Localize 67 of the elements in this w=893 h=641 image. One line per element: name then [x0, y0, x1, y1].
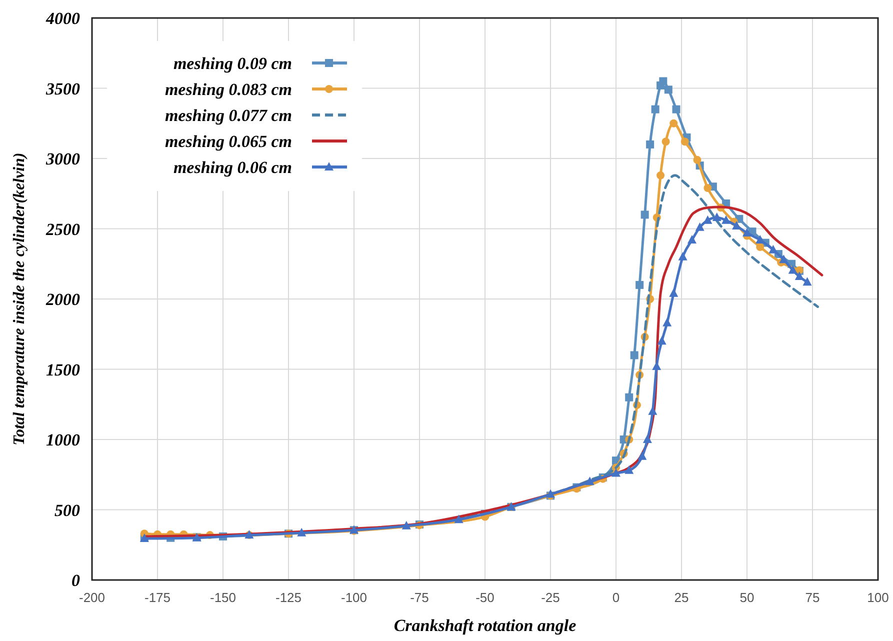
point — [612, 468, 620, 477]
legend-label: meshing 0.077 cm — [164, 106, 292, 125]
point — [651, 105, 660, 114]
x-tick-label: -50 — [476, 590, 494, 605]
x-tick-label: -100 — [340, 590, 368, 605]
point — [672, 105, 680, 114]
point — [662, 318, 672, 326]
x-tick-label: -75 — [410, 590, 429, 605]
point — [680, 138, 689, 146]
point — [297, 528, 306, 536]
point — [638, 451, 647, 460]
x-tick-label: -200 — [78, 590, 106, 605]
x-axis-title: Crankshaft rotation angle — [394, 616, 577, 635]
y-tick-label: 2500 — [45, 220, 80, 239]
point — [779, 254, 788, 264]
legend-label: meshing 0.083 cm — [164, 80, 292, 99]
x-tick-label: -125 — [275, 590, 302, 605]
point — [712, 212, 722, 222]
point — [794, 272, 804, 280]
x-tick-label: 25 — [674, 590, 689, 605]
y-tick-label: 2000 — [45, 290, 80, 309]
point — [659, 77, 668, 86]
legend-label: meshing 0.06 cm — [173, 158, 292, 177]
point — [646, 140, 654, 148]
point — [695, 222, 704, 231]
legend-label: meshing 0.065 cm — [164, 132, 292, 151]
point — [687, 234, 696, 244]
y-axis-title: Total temperature inside the cylinder(kelvin) — [11, 152, 28, 446]
point — [636, 280, 644, 289]
x-tick-label: -25 — [541, 590, 560, 605]
point — [585, 476, 594, 486]
point — [454, 514, 464, 524]
x-tick-label: -150 — [210, 590, 236, 605]
point — [756, 243, 764, 252]
point — [642, 434, 652, 443]
x-tick-label: 50 — [740, 590, 754, 605]
legend-label: meshing 0.09 cm — [173, 54, 292, 73]
point — [788, 265, 798, 274]
point — [742, 228, 752, 236]
point — [624, 465, 634, 474]
y-tick-label: 0 — [72, 571, 80, 590]
y-tick-label: 3000 — [45, 150, 80, 168]
x-tick-label: 75 — [805, 590, 820, 605]
y-tick-label: 4000 — [45, 9, 80, 28]
x-tick-label: 100 — [867, 590, 889, 605]
point — [664, 86, 672, 94]
point — [640, 210, 649, 219]
point — [722, 215, 731, 224]
point — [670, 119, 678, 128]
y-tick-label: 1000 — [46, 430, 80, 450]
x-tick-label: 0 — [612, 590, 620, 605]
point — [678, 252, 688, 260]
point — [669, 288, 678, 297]
point — [693, 156, 702, 164]
point — [704, 184, 712, 192]
point — [656, 171, 665, 180]
point — [657, 336, 666, 345]
point — [630, 351, 638, 360]
point — [402, 520, 411, 530]
y-tick-label: 3500 — [45, 79, 80, 98]
x-tick-label: -175 — [144, 590, 171, 605]
point — [802, 277, 812, 286]
point — [546, 489, 555, 498]
point — [662, 138, 670, 146]
y-tick-label: 1500 — [46, 360, 80, 380]
y-tick-label: 500 — [54, 500, 80, 520]
point — [625, 393, 634, 402]
